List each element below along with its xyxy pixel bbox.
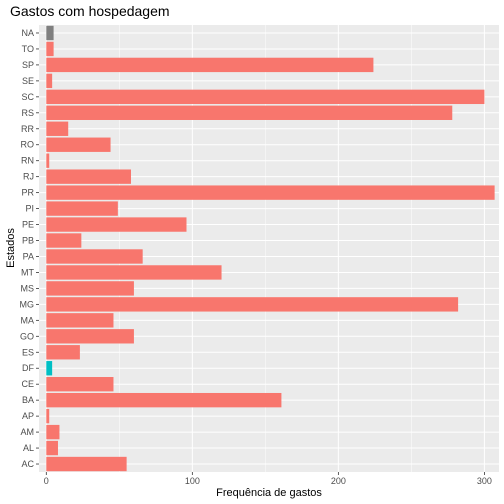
y-tick-label: ES [22, 347, 34, 357]
bar-pi [46, 201, 118, 216]
bar-ms [46, 281, 134, 296]
y-tick-label: CE [21, 379, 34, 389]
bar-ba [46, 392, 282, 408]
y-tick-label: PE [22, 220, 34, 230]
bar-ce [46, 377, 114, 392]
y-tick-label: RR [21, 124, 34, 134]
bar-ac [46, 456, 127, 472]
y-tick-label: MG [20, 299, 35, 309]
y-tick-label: SC [21, 92, 34, 102]
bar-pe [46, 217, 187, 232]
y-tick-label: SE [22, 76, 34, 86]
x-axis-label: Frequência de gastos [216, 487, 322, 499]
y-tick-label: GO [20, 331, 34, 341]
bar-se [46, 73, 53, 89]
bar-rn [46, 153, 50, 168]
bar-to [46, 41, 54, 57]
y-tick-label: BA [22, 395, 34, 405]
bar-df [46, 361, 53, 376]
y-tick-label: AC [21, 459, 34, 469]
y-tick-label: PR [21, 188, 34, 198]
chart-title: Gastos com hospedagem [10, 3, 170, 19]
y-tick-label: RO [21, 140, 35, 150]
bar-pr [46, 185, 495, 200]
bar-go [46, 329, 134, 344]
y-tick-label: MA [21, 315, 35, 325]
bar-na [46, 25, 54, 41]
bar-pa [46, 249, 143, 264]
x-tick-labels: 0 100 200 300 [44, 472, 492, 486]
bar-am [46, 424, 60, 440]
y-tick-labels: AC AL AM AP BA CE DF ES GO MA MG MS MT PA PB PE PI PR RJ RN… [20, 28, 39, 469]
x-tick-label: 300 [477, 476, 492, 486]
y-tick-label: SP [22, 60, 34, 70]
y-tick-label: NA [21, 28, 34, 38]
y-tick-label: AL [23, 443, 34, 453]
y-tick-label: PB [22, 236, 34, 246]
y-tick-label: AM [21, 427, 35, 437]
y-tick-label: TO [22, 44, 34, 54]
bar-mg [46, 297, 459, 312]
bar-sc [46, 89, 485, 105]
y-tick-label: RJ [23, 172, 34, 182]
x-tick-label: 200 [331, 476, 346, 486]
bar-ro [46, 137, 111, 152]
x-tick-label: 0 [44, 476, 49, 486]
bar-rj [46, 169, 131, 184]
bar-es [46, 345, 80, 360]
bar-al [46, 440, 58, 456]
y-tick-label: PA [23, 251, 34, 261]
bar-ap [46, 408, 50, 424]
y-tick-label: RN [21, 156, 34, 166]
bar-mt [46, 265, 222, 280]
y-tick-label: PI [25, 204, 34, 214]
y-tick-label: AP [22, 411, 34, 421]
bars [46, 25, 495, 472]
y-tick-label: DF [22, 363, 34, 373]
y-axis-label: Estados [5, 228, 17, 268]
y-tick-label: RS [21, 108, 34, 118]
bar-pb [46, 233, 82, 248]
y-tick-label: MS [21, 283, 35, 293]
bar-rr [46, 121, 69, 136]
bar-ma [46, 313, 114, 328]
y-tick-label: MT [21, 267, 34, 277]
bar-rs [46, 105, 453, 120]
x-tick-label: 100 [185, 476, 200, 486]
bar-sp [46, 57, 374, 73]
